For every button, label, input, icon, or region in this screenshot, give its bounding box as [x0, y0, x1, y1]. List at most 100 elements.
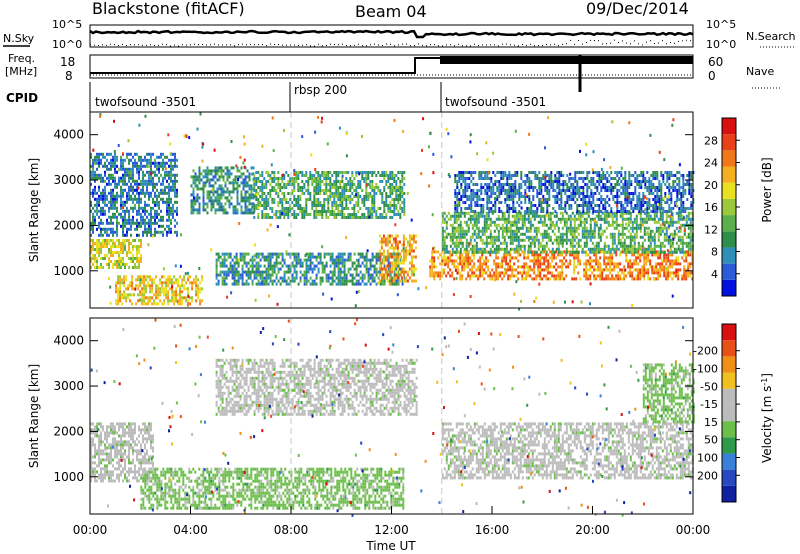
data-cell [621, 220, 624, 224]
data-cell [485, 241, 488, 245]
data-cell [477, 220, 480, 224]
data-cell [561, 238, 564, 242]
data-cell [333, 198, 336, 201]
data-cell [152, 182, 154, 186]
data-cell [483, 220, 486, 224]
data-cell [605, 217, 608, 221]
data-cell [481, 247, 484, 251]
data-cell [331, 186, 334, 189]
data-cell [669, 220, 672, 224]
data-cell [168, 227, 170, 231]
data-cell [116, 191, 118, 195]
data-cell [126, 230, 128, 234]
data-cell [449, 223, 452, 227]
data-cell [140, 242, 142, 245]
data-cell [459, 238, 462, 242]
data-cell [547, 211, 550, 215]
data-cell [569, 253, 572, 257]
data-cell [244, 211, 247, 215]
data-cell [659, 244, 662, 248]
data-cell [615, 220, 618, 224]
data-cell [507, 274, 510, 278]
data-cell [269, 261, 272, 265]
data-cell [408, 246, 411, 250]
data-cell [414, 240, 417, 244]
data-cell [122, 167, 124, 171]
data-cell [142, 170, 144, 174]
data-cell [297, 282, 300, 286]
data-cell [579, 211, 582, 215]
data-cell [493, 220, 496, 224]
data-cell [212, 199, 215, 203]
data-cell [633, 277, 636, 281]
data-cell [160, 230, 162, 234]
data-cell [267, 282, 270, 286]
data-cell [501, 256, 504, 260]
data-cell [154, 200, 156, 204]
data-cell [569, 232, 572, 236]
data-cell [283, 195, 286, 198]
data-cell [199, 281, 202, 285]
data-cell [647, 232, 650, 236]
data-cell [122, 176, 124, 180]
data-cell [527, 253, 530, 257]
data-cell [283, 210, 286, 213]
data-cell [661, 265, 664, 269]
data-cell [225, 276, 228, 280]
data-cell [106, 203, 108, 207]
data-cell [599, 238, 602, 242]
data-cell [631, 226, 634, 230]
data-cell [149, 275, 152, 279]
data-cell [499, 265, 502, 269]
data-cell [307, 279, 310, 283]
data-cell [271, 201, 274, 204]
data-cell [637, 256, 640, 260]
data-cell [513, 232, 516, 236]
data-cell [142, 218, 144, 222]
data-cell [259, 204, 262, 207]
data-cell [527, 226, 530, 230]
data-cell [325, 186, 328, 189]
data-cell [629, 217, 632, 221]
data-cell [179, 284, 182, 288]
data-cell [527, 265, 530, 269]
data-cell [225, 264, 228, 268]
data-cell [166, 203, 168, 207]
data-cell [613, 226, 616, 230]
data-cell [359, 282, 362, 286]
data-cell [96, 203, 98, 207]
data-cell [617, 229, 620, 233]
data-cell [144, 194, 146, 198]
data-cell [669, 247, 672, 251]
data-cell [397, 252, 400, 256]
data-cell [469, 277, 472, 281]
data-cell [441, 241, 444, 245]
data-cell [583, 211, 586, 215]
data-cell [659, 247, 662, 251]
data-cell [677, 256, 680, 260]
data-cell [621, 241, 624, 245]
data-cell [643, 247, 646, 251]
data-cell [607, 277, 610, 281]
data-cell [303, 276, 306, 280]
data-cell [659, 223, 662, 227]
data-cell [451, 253, 454, 257]
data-cell [380, 240, 383, 244]
data-cell [98, 221, 100, 225]
data-cell [305, 267, 308, 271]
data-cell [361, 279, 364, 283]
data-cell [473, 223, 476, 227]
data-cell [206, 211, 209, 215]
data-cell [471, 235, 474, 239]
data-cell [230, 196, 233, 200]
data-cell [170, 158, 172, 162]
data-cell [128, 251, 130, 254]
data-cell [269, 192, 272, 195]
data-cell [150, 224, 152, 228]
data-cell [371, 255, 374, 259]
data-cell [238, 202, 241, 206]
data-cell [120, 197, 122, 201]
data-cell [232, 178, 235, 182]
data-cell [297, 261, 300, 265]
data-cell [236, 208, 239, 212]
